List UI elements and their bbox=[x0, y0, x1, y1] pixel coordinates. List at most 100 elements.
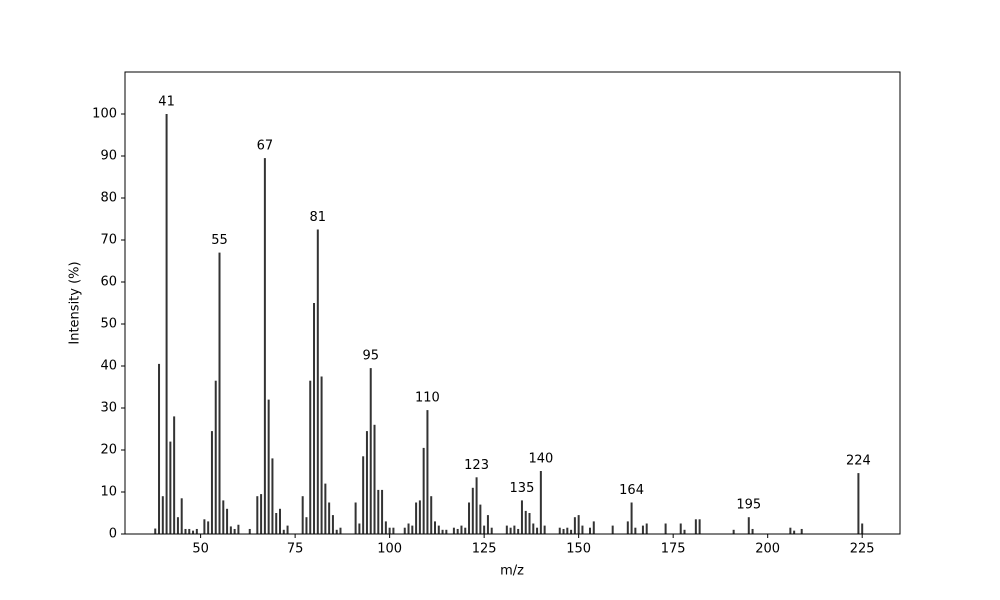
peak bbox=[543, 525, 546, 534]
peak bbox=[154, 528, 157, 534]
peak bbox=[267, 399, 270, 534]
y-tick-label: 70 bbox=[100, 233, 117, 248]
peak bbox=[165, 114, 168, 534]
peak bbox=[226, 508, 229, 534]
peak bbox=[634, 527, 637, 534]
peak bbox=[437, 525, 440, 534]
peak bbox=[260, 494, 263, 534]
peak bbox=[218, 252, 221, 534]
peak bbox=[471, 487, 474, 534]
peak bbox=[857, 473, 860, 534]
x-tick-label: 100 bbox=[377, 542, 402, 557]
peak bbox=[505, 525, 508, 534]
peak bbox=[592, 521, 595, 534]
y-tick-label: 20 bbox=[100, 443, 117, 458]
peak bbox=[184, 528, 187, 534]
peak bbox=[509, 527, 512, 534]
peak bbox=[751, 528, 754, 534]
peak bbox=[524, 510, 527, 534]
peak bbox=[464, 527, 467, 534]
y-tick-label: 80 bbox=[100, 191, 117, 206]
peak bbox=[279, 508, 281, 534]
peak bbox=[388, 527, 391, 534]
peak bbox=[248, 528, 251, 534]
peak bbox=[313, 303, 316, 534]
peak bbox=[573, 517, 576, 534]
y-tick-label: 50 bbox=[100, 317, 117, 332]
peak bbox=[192, 530, 195, 534]
peak bbox=[694, 519, 697, 534]
peak bbox=[373, 424, 376, 534]
peak bbox=[434, 521, 436, 534]
peak bbox=[589, 527, 591, 534]
peak-label: 41 bbox=[158, 95, 175, 110]
peak bbox=[305, 517, 308, 534]
x-tick-label: 175 bbox=[661, 542, 686, 557]
peak bbox=[210, 431, 213, 534]
peak bbox=[452, 527, 455, 534]
peak bbox=[358, 523, 361, 534]
y-tick-label: 60 bbox=[100, 275, 117, 290]
y-tick-label: 40 bbox=[100, 359, 117, 374]
peak bbox=[173, 416, 176, 534]
peak bbox=[456, 528, 459, 534]
x-tick-label: 75 bbox=[287, 542, 304, 557]
peak bbox=[180, 498, 183, 534]
peak bbox=[271, 458, 274, 534]
peak bbox=[415, 502, 418, 534]
peak bbox=[460, 525, 463, 534]
peak bbox=[558, 527, 561, 534]
y-tick-label: 0 bbox=[109, 527, 117, 542]
peak bbox=[490, 527, 493, 534]
peak bbox=[188, 528, 191, 534]
peak bbox=[256, 496, 259, 534]
peak bbox=[793, 530, 796, 534]
peak bbox=[539, 471, 542, 534]
x-tick-label: 225 bbox=[850, 542, 875, 557]
peak-label: 55 bbox=[211, 233, 228, 248]
peak bbox=[229, 526, 232, 534]
peak bbox=[800, 528, 803, 534]
peak bbox=[641, 525, 644, 534]
peak-label: 67 bbox=[257, 139, 274, 154]
peak bbox=[222, 500, 225, 534]
peak bbox=[403, 527, 406, 534]
peak-label: 164 bbox=[619, 483, 644, 498]
peak bbox=[426, 410, 429, 534]
peak bbox=[441, 529, 444, 534]
peak bbox=[169, 441, 172, 534]
peak bbox=[411, 525, 414, 534]
peak bbox=[626, 521, 629, 534]
peak bbox=[479, 504, 482, 534]
peak bbox=[517, 528, 520, 534]
peak bbox=[536, 527, 539, 534]
peak bbox=[233, 528, 236, 534]
peak-label: 123 bbox=[464, 458, 489, 473]
peak bbox=[483, 525, 486, 534]
peak bbox=[286, 525, 289, 534]
peak bbox=[789, 527, 792, 534]
peak bbox=[158, 363, 161, 534]
y-tick-label: 100 bbox=[92, 107, 117, 122]
peak bbox=[645, 523, 648, 534]
peak bbox=[475, 477, 478, 534]
peak bbox=[566, 527, 569, 534]
peak bbox=[679, 523, 682, 534]
peak-label: 135 bbox=[510, 481, 535, 496]
x-tick-label: 125 bbox=[472, 542, 497, 557]
peak bbox=[445, 529, 448, 534]
peak bbox=[528, 513, 531, 534]
peak bbox=[381, 489, 384, 534]
peak bbox=[577, 515, 580, 534]
peak bbox=[176, 517, 179, 534]
peak bbox=[384, 521, 387, 534]
peak bbox=[581, 525, 584, 534]
peak bbox=[468, 502, 471, 534]
peak-label: 224 bbox=[846, 454, 871, 469]
peak bbox=[214, 380, 217, 534]
y-tick-label: 30 bbox=[100, 401, 117, 416]
peak bbox=[301, 496, 304, 534]
peak bbox=[365, 431, 368, 534]
y-tick-label: 90 bbox=[100, 149, 117, 164]
